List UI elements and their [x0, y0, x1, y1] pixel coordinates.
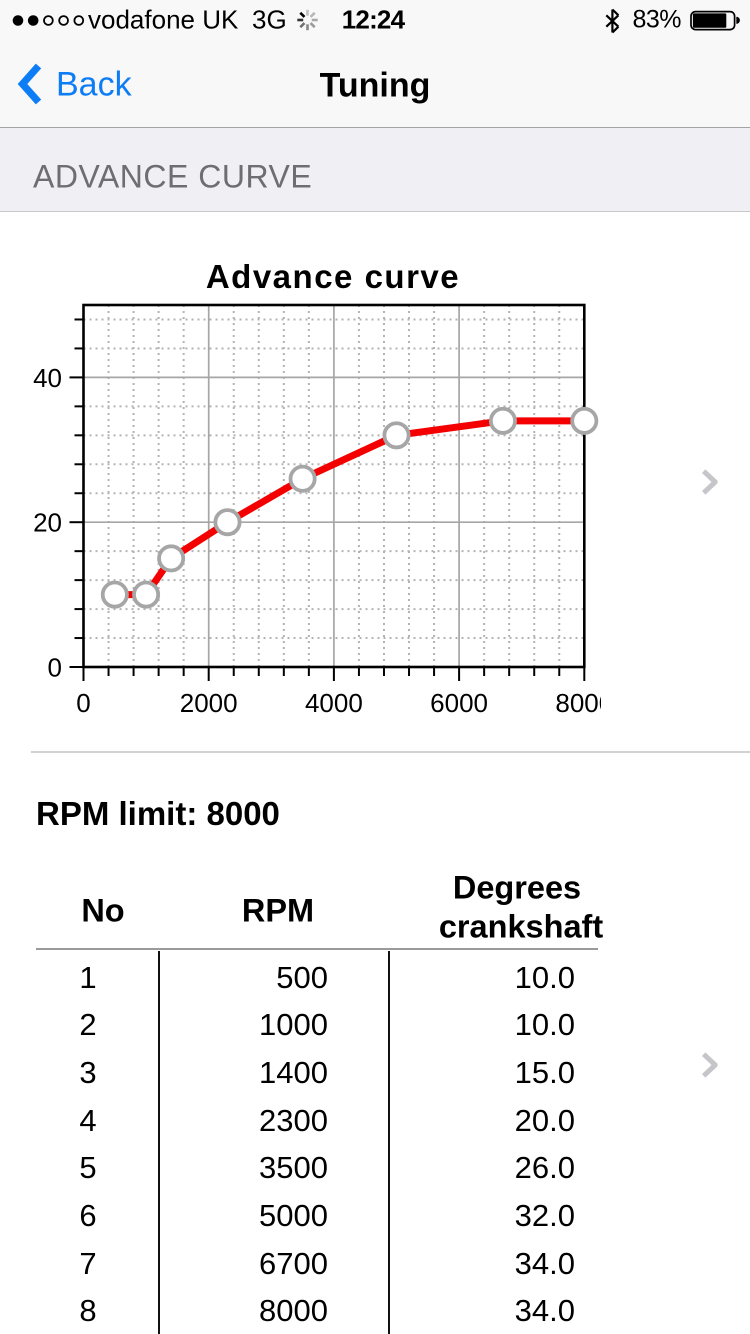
svg-text:6000: 6000 — [430, 688, 488, 718]
svg-text:40: 40 — [33, 363, 62, 393]
svg-text:0: 0 — [76, 688, 90, 718]
svg-text:8000: 8000 — [555, 688, 601, 718]
svg-text:2000: 2000 — [180, 688, 238, 718]
svg-text:0: 0 — [48, 653, 62, 683]
svg-text:Advance curve: Advance curve — [206, 258, 460, 295]
svg-text:4000: 4000 — [305, 688, 363, 718]
svg-text:20: 20 — [33, 508, 62, 538]
